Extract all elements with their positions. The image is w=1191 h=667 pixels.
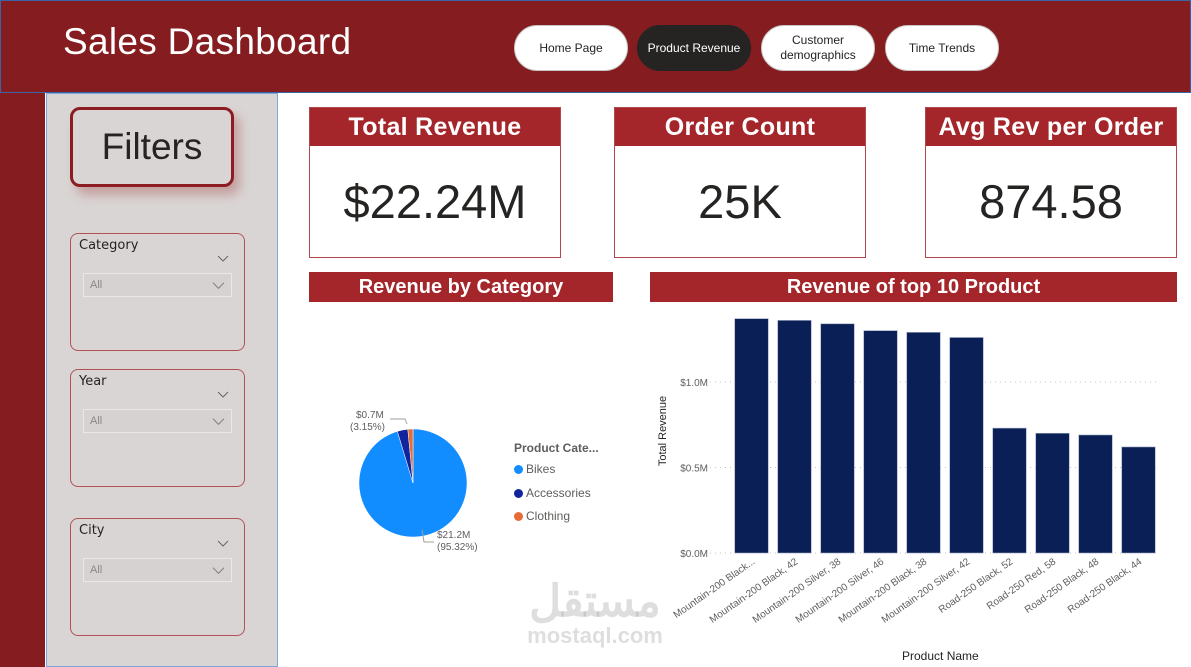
kpi-title: Total Revenue bbox=[310, 108, 560, 146]
nav-product-revenue-button[interactable]: Product Revenue bbox=[637, 25, 751, 71]
x-tick-label: Road-250 Black, 44 bbox=[1066, 556, 1145, 616]
legend-item-accessories[interactable]: Accessories bbox=[514, 486, 591, 500]
filters-heading: Filters bbox=[70, 107, 234, 187]
legend-label: Accessories bbox=[526, 486, 591, 500]
watermark: مستقل mostaql.com bbox=[520, 580, 670, 648]
nav-home-page-button[interactable]: Home Page bbox=[514, 25, 628, 71]
nav-customer-demographics-button[interactable]: Customer demographics bbox=[761, 25, 875, 71]
bar[interactable] bbox=[734, 318, 769, 554]
legend-dot-icon bbox=[514, 465, 523, 474]
pie-legend-title: Product Cate... bbox=[514, 441, 599, 455]
legend-item-bikes[interactable]: Bikes bbox=[514, 462, 555, 476]
city-dropdown[interactable]: All bbox=[83, 558, 232, 582]
kpi-value: 874.58 bbox=[979, 175, 1123, 228]
pie-leader-line-accessories bbox=[390, 418, 408, 425]
legend-label: Bikes bbox=[526, 462, 556, 476]
slicer-label: Year bbox=[79, 374, 107, 389]
chevron-down-icon bbox=[212, 567, 225, 574]
x-tick-label: Road-250 Black, 52 bbox=[937, 556, 1016, 616]
dropdown-value: All bbox=[90, 564, 103, 576]
legend-label: Clothing bbox=[526, 509, 571, 523]
slicer-year: Year All bbox=[70, 369, 245, 487]
legend-item-clothing[interactable]: Clothing bbox=[514, 509, 570, 523]
bar[interactable] bbox=[863, 330, 898, 554]
chevron-down-icon[interactable] bbox=[216, 388, 230, 402]
slicer-city: City All bbox=[70, 518, 245, 636]
x-tick-label: Road-250 Black, 48 bbox=[1023, 556, 1102, 616]
pie-label-accessories-pct: (3.15%) bbox=[350, 422, 386, 433]
revenue-by-category-pie bbox=[358, 428, 468, 538]
pie-label-bikes-pct: (95.32%) bbox=[437, 542, 478, 553]
dropdown-value: All bbox=[90, 415, 103, 427]
legend-dot-icon bbox=[514, 512, 523, 521]
y-tick-label: $0.5M bbox=[680, 463, 708, 474]
kpi-card-avg-rev-per-order: Avg Rev per Order 874.58 bbox=[925, 107, 1177, 258]
year-dropdown[interactable]: All bbox=[83, 409, 232, 433]
x-axis-title: Product Name bbox=[902, 649, 979, 663]
y-tick-label: $0.0M bbox=[680, 549, 708, 560]
watermark-latin: mostaql.com bbox=[527, 623, 663, 648]
bar[interactable] bbox=[1121, 446, 1156, 554]
chevron-down-icon[interactable] bbox=[216, 252, 230, 266]
slicer-label: Category bbox=[79, 238, 139, 253]
pie-label-bikes-value: $21.2M bbox=[437, 530, 471, 541]
pie-leader-line-bikes bbox=[421, 529, 434, 543]
bar[interactable] bbox=[777, 320, 812, 554]
legend-dot-icon bbox=[514, 489, 523, 498]
slicer-label: City bbox=[79, 523, 105, 538]
pie-chart-title: Revenue by Category bbox=[309, 272, 613, 302]
category-dropdown[interactable]: All bbox=[83, 273, 232, 297]
bar[interactable] bbox=[1035, 432, 1070, 554]
bar[interactable] bbox=[906, 332, 941, 554]
kpi-value: $22.24M bbox=[343, 175, 527, 228]
bar-chart-title: Revenue of top 10 Product bbox=[650, 272, 1177, 302]
pie-slice-clothing[interactable] bbox=[407, 428, 414, 484]
y-tick-label: $1.0M bbox=[680, 378, 708, 389]
dropdown-value: All bbox=[90, 279, 103, 291]
kpi-title: Avg Rev per Order bbox=[926, 108, 1176, 146]
left-accent-strip bbox=[0, 93, 45, 667]
slicer-category: Category All bbox=[70, 233, 245, 351]
chevron-down-icon[interactable] bbox=[216, 537, 230, 551]
kpi-title: Order Count bbox=[615, 108, 865, 146]
pie-label-accessories-value: $0.7M bbox=[356, 410, 384, 421]
header-bar: Sales Dashboard Home Page Product Revenu… bbox=[0, 0, 1191, 93]
y-axis-title: Total Revenue bbox=[657, 395, 669, 467]
watermark-arabic: مستقل bbox=[529, 577, 661, 626]
nav-time-trends-button[interactable]: Time Trends bbox=[885, 25, 999, 71]
chevron-down-icon bbox=[212, 418, 225, 425]
kpi-card-order-count: Order Count 25K bbox=[614, 107, 866, 258]
bar[interactable] bbox=[949, 337, 984, 554]
bar[interactable] bbox=[992, 427, 1027, 554]
kpi-value: 25K bbox=[698, 175, 782, 228]
bar[interactable] bbox=[820, 323, 855, 554]
kpi-card-total-revenue: Total Revenue $22.24M bbox=[309, 107, 561, 258]
bar[interactable] bbox=[1078, 434, 1113, 554]
dashboard-title: Sales Dashboard bbox=[63, 21, 352, 62]
chevron-down-icon bbox=[212, 282, 225, 289]
